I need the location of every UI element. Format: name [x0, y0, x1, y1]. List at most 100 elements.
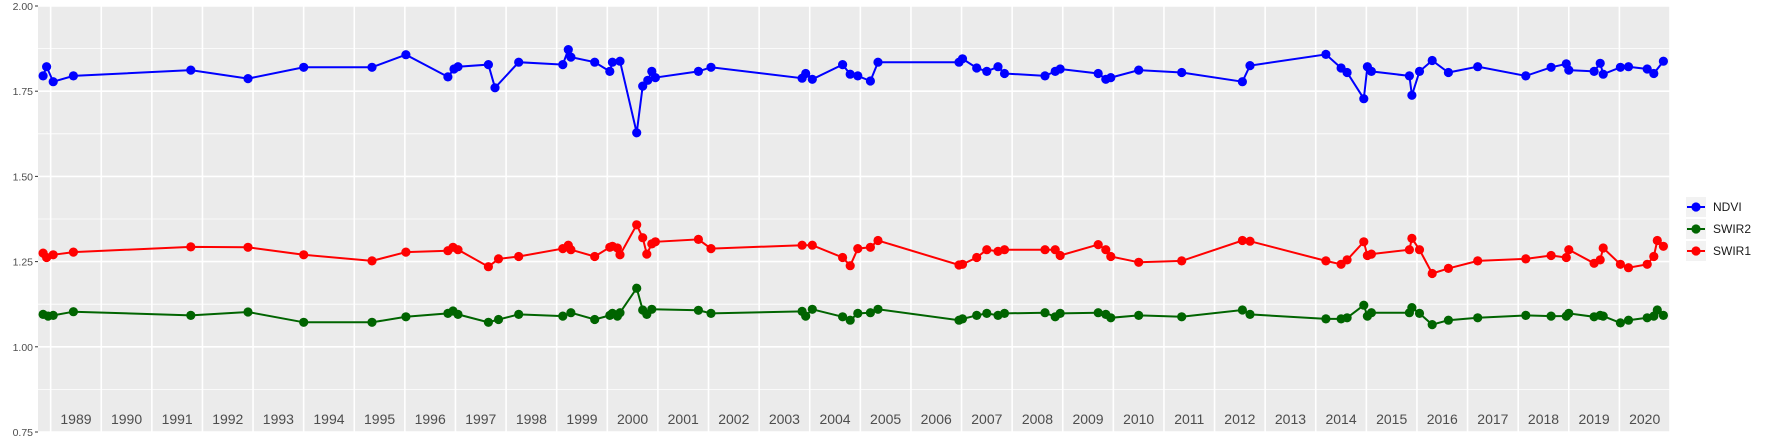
data-point-swir1	[999, 245, 1010, 255]
data-point-swir1	[838, 252, 848, 263]
data-point-swir1	[632, 220, 642, 230]
data-point-swir2	[982, 308, 992, 318]
data-point-ndvi	[706, 62, 716, 72]
x-tick-label: 2011	[1174, 411, 1204, 427]
x-tick-label: 2014	[1325, 411, 1356, 427]
data-point-swir1	[972, 252, 982, 263]
data-point-swir1	[1473, 256, 1483, 266]
data-point-ndvi	[1521, 71, 1531, 81]
data-point-swir1	[615, 250, 625, 260]
data-point-swir1	[1642, 259, 1652, 269]
data-point-swir2	[1359, 300, 1369, 310]
data-point-ndvi	[1427, 55, 1437, 66]
data-point-ndvi	[590, 57, 600, 67]
legend-item-swir2: SWIR2	[1686, 219, 1751, 239]
data-point-swir2	[845, 315, 855, 325]
data-point-swir2	[186, 310, 196, 320]
data-point-swir2	[1615, 318, 1625, 328]
data-point-swir1	[401, 247, 411, 257]
data-point-swir1	[1040, 245, 1050, 255]
x-tick-label: 2020	[1629, 411, 1660, 427]
x-tick-label: 1991	[162, 411, 193, 427]
data-point-swir1	[1134, 257, 1144, 267]
x-tick-label: 2009	[1072, 411, 1103, 427]
data-point-swir1	[1101, 245, 1111, 255]
data-point-swir1	[650, 237, 661, 247]
data-point-swir1	[693, 234, 704, 244]
data-point-swir2	[1342, 313, 1352, 323]
series-swir1	[38, 220, 1668, 279]
x-tick-label: 2001	[668, 411, 699, 427]
data-point-swir1	[48, 250, 58, 260]
data-point-ndvi	[490, 83, 500, 93]
x-tick-label: 1992	[212, 411, 243, 427]
data-point-ndvi	[566, 52, 576, 62]
data-point-ndvi	[1589, 66, 1599, 76]
data-point-swir1	[299, 250, 309, 260]
x-tick-label: 2006	[921, 411, 952, 427]
x-tick-label: 1999	[566, 411, 597, 427]
data-point-swir1	[1407, 233, 1417, 243]
data-point-ndvi	[1359, 94, 1369, 104]
data-point-swir2	[1055, 308, 1065, 318]
y-tick-label: 1.50	[13, 171, 34, 183]
data-point-swir1	[1237, 235, 1247, 246]
data-point-swir2	[838, 312, 848, 322]
data-point-ndvi	[1237, 77, 1247, 87]
data-point-swir2	[401, 312, 411, 322]
data-point-swir2	[972, 310, 982, 320]
data-point-swir1	[1652, 235, 1662, 246]
data-point-swir1	[873, 235, 883, 246]
data-point-swir2	[514, 309, 524, 319]
data-point-ndvi	[838, 60, 848, 70]
data-point-swir1	[1546, 250, 1556, 261]
data-point-ndvi	[186, 65, 196, 75]
x-tick-label: 2017	[1477, 411, 1508, 427]
x-tick-label: 1995	[364, 411, 395, 427]
data-point-swir2	[1106, 313, 1116, 323]
x-tick-label: 1993	[263, 411, 294, 427]
data-point-ndvi	[299, 62, 309, 72]
legend-item-ndvi: NDVI	[1686, 197, 1742, 217]
data-point-ndvi	[38, 71, 48, 81]
x-tick-label: 1998	[516, 411, 547, 427]
x-tick-label: 2016	[1427, 411, 1458, 427]
x-tick-label: 2003	[769, 411, 800, 427]
data-point-swir2	[1245, 309, 1255, 319]
data-point-swir1	[68, 247, 78, 257]
data-point-swir2	[647, 304, 657, 314]
data-point-ndvi	[1564, 65, 1574, 75]
data-point-swir2	[493, 314, 504, 325]
data-point-swir1	[1404, 245, 1414, 255]
data-point-swir2	[999, 308, 1010, 318]
data-point-swir2	[1366, 308, 1376, 318]
data-point-swir2	[590, 314, 600, 325]
data-point-swir1	[1093, 240, 1103, 250]
data-point-swir1	[982, 245, 992, 255]
data-point-ndvi	[1245, 61, 1255, 71]
data-point-ndvi	[1055, 64, 1065, 74]
data-point-swir1	[1414, 245, 1425, 255]
data-point-swir2	[1427, 320, 1437, 330]
legend: NDVI SWIR2 SWIR1	[1686, 197, 1751, 261]
x-tick-label: 2018	[1528, 411, 1559, 427]
data-point-ndvi	[1658, 56, 1668, 66]
x-tick-label: 2007	[971, 411, 1002, 427]
data-point-swir2	[453, 309, 463, 319]
data-point-swir1	[483, 262, 493, 272]
data-point-swir2	[243, 307, 253, 317]
data-point-swir2	[367, 317, 377, 327]
data-point-swir2	[1443, 315, 1453, 325]
data-point-swir2	[706, 308, 716, 318]
data-point-swir1	[807, 240, 817, 250]
x-tick-label: 2015	[1376, 411, 1407, 427]
data-point-swir1	[1623, 263, 1634, 273]
data-point-swir1	[957, 259, 968, 269]
data-point-ndvi	[443, 72, 453, 82]
data-point-ndvi	[873, 57, 883, 67]
x-tick-label: 2019	[1579, 411, 1610, 427]
data-point-swir2	[1134, 310, 1144, 320]
x-tick-label: 1990	[111, 411, 142, 427]
x-tick-label: 1989	[60, 411, 91, 427]
data-point-swir1	[1658, 241, 1668, 251]
